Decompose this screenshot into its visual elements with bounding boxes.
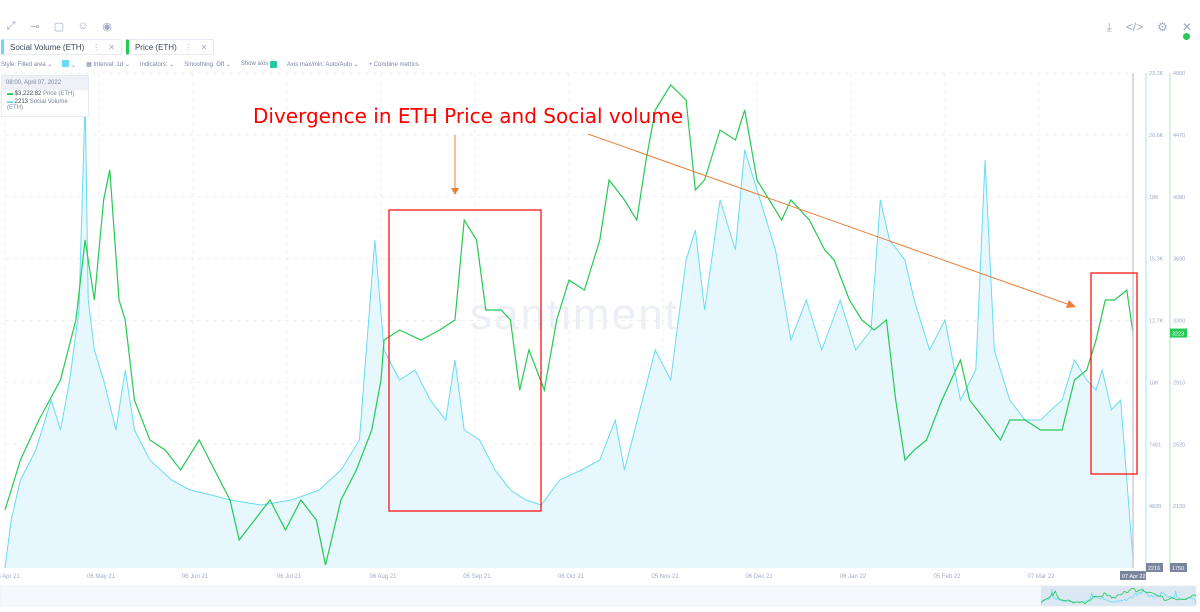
- x-tick-label: 06 May 21: [87, 574, 116, 580]
- x-tick-label: 07 Mar 22: [1027, 574, 1055, 580]
- price-tick-label: 2910: [1173, 380, 1185, 386]
- volume-tick-label: 12.7K: [1149, 319, 1164, 325]
- navigator: [0, 585, 1197, 607]
- price-min-label: 1750: [1172, 566, 1184, 572]
- price-tick-label: 4470: [1173, 133, 1185, 139]
- tooltip-date: 08:00, April 07, 2022: [2, 76, 88, 90]
- volume-min-label-bg: [1146, 563, 1163, 572]
- navigator-price-line: [1040, 587, 1197, 605]
- price-tick-label: 2520: [1173, 442, 1185, 448]
- price-tick-label: 2130: [1173, 504, 1185, 510]
- metric-settings: Style: Filled area ⌄ ⌄ ▦ Interval: 1d ⌄ …: [1, 60, 419, 69]
- volume-tick-label: 15.3K: [1149, 257, 1164, 263]
- smoothing-dropdown[interactable]: Smoothing: Off ⌄: [184, 62, 231, 68]
- volume-line: [4, 99, 1134, 569]
- volume-min-label: 2216: [1148, 566, 1160, 572]
- x-tick-label: 05 Sep 21: [463, 574, 491, 580]
- navigator-selection: [1041, 586, 1196, 606]
- drawing-toolbar: ⤢ ⊸ ▢ ☺ ◉: [4, 20, 114, 33]
- interval-dropdown[interactable]: ▦ Interval: 1d ⌄: [86, 62, 130, 68]
- current-date-label: 07 Apr 22: [1122, 574, 1146, 580]
- arrow-head-2: [1066, 300, 1076, 308]
- watermark: santiment: [470, 290, 679, 339]
- volume-tick-label: 20.6K: [1149, 133, 1164, 139]
- volume-tick-label: 10K: [1149, 380, 1159, 386]
- price-min-label-bg: [1170, 563, 1187, 572]
- more-icon[interactable]: ⋮: [92, 42, 101, 52]
- x-tick-label: 06 Jun 21: [182, 574, 209, 580]
- price-tick-label: 4080: [1173, 195, 1185, 201]
- volume-tick-label: 18K: [1149, 195, 1159, 201]
- volume-tick-label: 4828: [1149, 504, 1161, 510]
- x-tick-label: 05 Nov 21: [651, 574, 679, 580]
- style-dropdown[interactable]: Style: Filled area ⌄: [1, 62, 53, 68]
- price-current-label: 3223: [1172, 332, 1184, 338]
- price-tick-label: 3690: [1173, 257, 1185, 263]
- hline-tool-icon[interactable]: ⊸: [30, 21, 40, 33]
- highlight-box-1: [388, 209, 542, 512]
- tooltip-volume: ▬ 2213 Social Volume (ETH): [7, 99, 68, 111]
- price-tick-label: 3300: [1173, 319, 1185, 325]
- more-icon[interactable]: ⋮: [184, 42, 193, 52]
- remove-metric-icon[interactable]: ✕: [108, 42, 115, 52]
- tooltip: 08:00, April 07, 2022 ▬ $3,222.82 Price …: [1, 75, 89, 117]
- combine-metrics-button[interactable]: + Combine metrics: [368, 61, 419, 68]
- download-icon[interactable]: ⤓: [1106, 20, 1112, 34]
- embed-icon[interactable]: </>: [1125, 20, 1144, 34]
- metric-chip-price[interactable]: Price (ETH) ⋮ ✕: [125, 39, 215, 55]
- metric-chips: Social Volume (ETH) ⋮ ✕ Price (ETH) ⋮ ✕: [1, 39, 215, 55]
- annotation-text: Divergence in ETH Price and Social volum…: [253, 104, 684, 128]
- settings-icon[interactable]: ⚙: [1157, 20, 1168, 34]
- close-icon[interactable]: ✕: [1181, 20, 1192, 34]
- arrow-head-1: [451, 188, 459, 195]
- metric-label: Price (ETH): [134, 42, 177, 52]
- metric-label: Social Volume (ETH): [10, 42, 85, 52]
- x-tick-label: 06 Dec 21: [745, 574, 773, 580]
- indicators-dropdown[interactable]: Indicators: ⌄: [139, 62, 175, 68]
- remove-metric-icon[interactable]: ✕: [200, 42, 208, 52]
- price-line: [4, 83, 1134, 566]
- price-tick-label: 4860: [1173, 71, 1185, 77]
- chart-actions: ⤓ </> ⚙ ✕: [1107, 20, 1193, 35]
- eye-icon[interactable]: ◉: [102, 21, 112, 33]
- tooltip-price: ▬ $3,222.82 Price (ETH): [7, 91, 75, 97]
- price-current-label-bg: [1170, 328, 1187, 338]
- x-tick-label: 06 Aug 21: [369, 574, 397, 580]
- x-tick-label: 05 Feb 22: [933, 574, 961, 580]
- x-tick-label: 06 Jan 22: [840, 574, 867, 580]
- x-tick-label: 06 Jul 21: [277, 574, 302, 580]
- volume-tick-label: 7461: [1149, 442, 1161, 448]
- axis-maxmin-dropdown[interactable]: Axis max/min: Auto/Auto ⌄: [286, 62, 359, 68]
- metric-chip-social-volume[interactable]: Social Volume (ETH) ⋮ ✕: [1, 39, 122, 55]
- color-picker[interactable]: ⌄: [62, 60, 76, 69]
- volume-area: [5, 99, 1133, 569]
- note-icon[interactable]: ▢: [53, 21, 65, 33]
- annotation-arrow-2: [587, 133, 1071, 306]
- x-tick-label: 06 Apr 21: [0, 574, 21, 580]
- highlight-box-2: [1090, 272, 1138, 475]
- volume-tick-label: 23.2K: [1149, 71, 1164, 77]
- live-indicator: [1183, 33, 1190, 40]
- x-tick-label: 06 Oct 21: [558, 574, 585, 580]
- show-axis-checkbox[interactable]: Show axis: [241, 61, 277, 68]
- line-tool-icon[interactable]: ⤢: [6, 20, 16, 32]
- navigator-volume-line: [1040, 588, 1197, 605]
- current-date-label-bg: [1120, 571, 1146, 580]
- emoji-icon[interactable]: ☺: [77, 20, 89, 32]
